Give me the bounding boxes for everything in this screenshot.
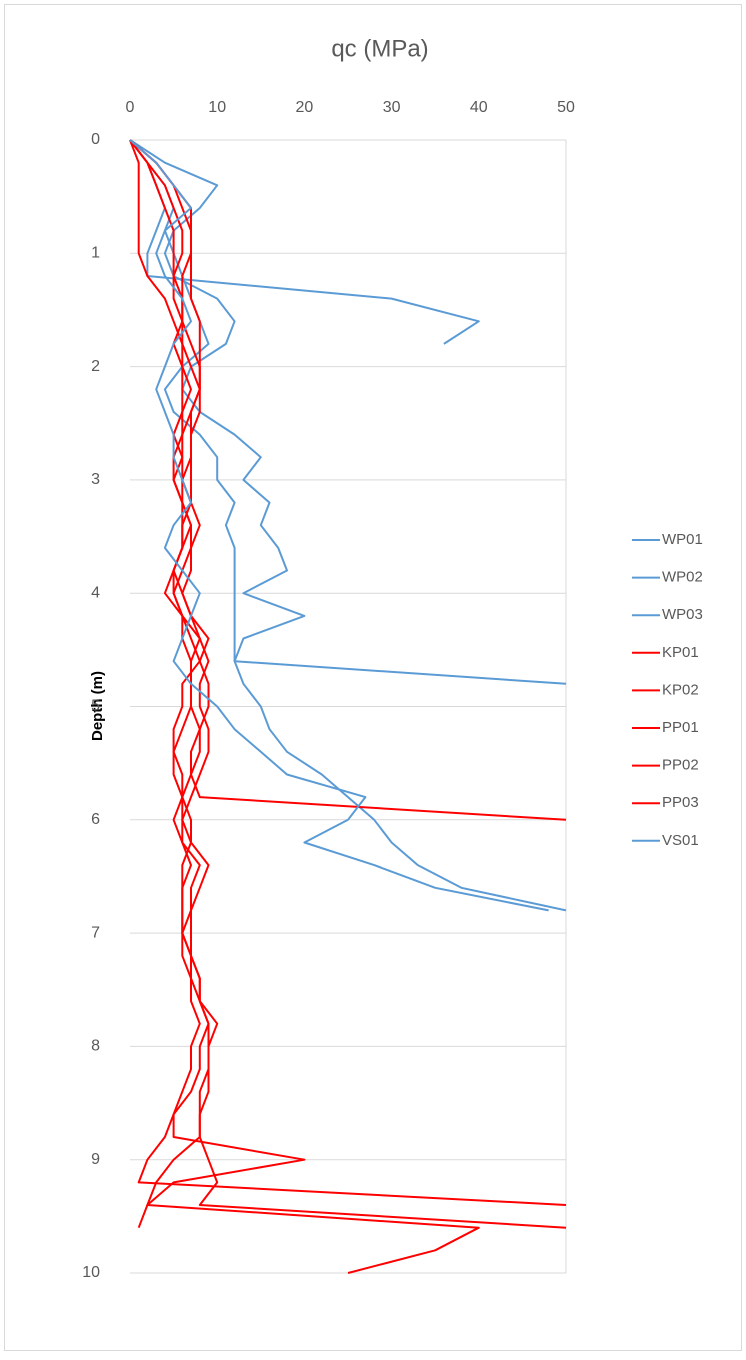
x-tick-label: 0: [126, 99, 135, 116]
legend-label: PP02: [662, 757, 699, 774]
x-tick-label: 40: [470, 99, 488, 116]
legend-label: PP01: [662, 719, 699, 736]
legend-label: PP03: [662, 794, 699, 811]
legend-label: WP01: [662, 531, 703, 548]
y-tick-label: 10: [82, 1264, 100, 1281]
x-tick-label: 50: [557, 99, 575, 116]
legend-label: KP01: [662, 644, 699, 661]
x-tick-label: 10: [208, 99, 226, 116]
y-tick-label: 4: [91, 584, 100, 601]
y-axis-label: Depth (m): [89, 671, 106, 741]
x-tick-label: 20: [296, 99, 314, 116]
chart-frame: [4, 4, 742, 1351]
chart-title: qc (MPa): [331, 35, 428, 62]
y-tick-label: 9: [91, 1151, 100, 1168]
y-tick-label: 6: [91, 811, 100, 828]
legend: WP01 WP02 WP03 KP01 KP02 PP01 PP02 PP03 VS01: [632, 531, 703, 849]
y-tick-label: 2: [91, 358, 100, 375]
y-tick-label: 5: [91, 698, 100, 715]
legend-label: WP02: [662, 569, 703, 586]
y-tick-label: 8: [91, 1038, 100, 1055]
series-line: [129, 139, 549, 912]
y-tick-label: 0: [91, 131, 100, 148]
series-line: [129, 139, 567, 912]
legend-label: VS01: [662, 832, 699, 849]
legend-label: KP02: [662, 681, 699, 698]
axis-labels: 0 1 2 3 4 5 6 7 8 9 10 0 10 20 30 40 50: [82, 99, 575, 1281]
legend-label: WP03: [662, 606, 703, 623]
grid: [130, 139, 567, 1274]
plot-lines: [129, 139, 567, 1274]
series-line: [129, 139, 480, 1274]
series-line: [129, 139, 219, 1229]
x-tick-label: 30: [383, 99, 401, 116]
y-tick-label: 1: [91, 245, 100, 262]
y-tick-label: 7: [91, 924, 100, 941]
y-tick-label: 3: [91, 471, 100, 488]
